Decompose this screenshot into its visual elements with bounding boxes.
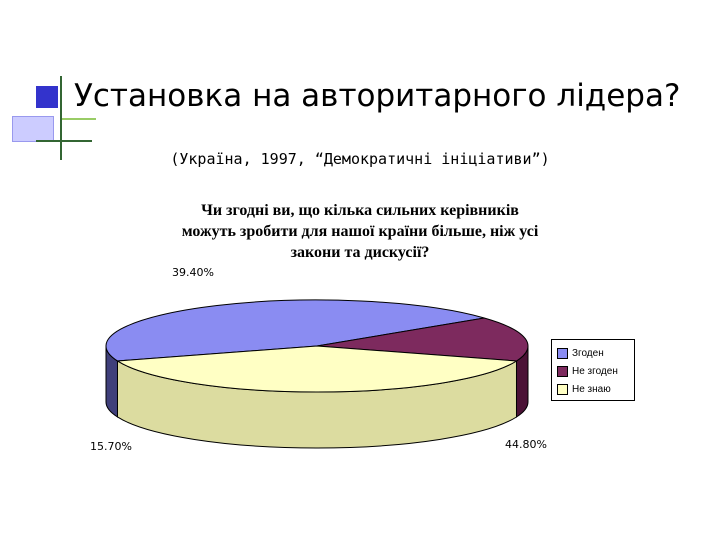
legend-swatch-agree bbox=[557, 347, 568, 359]
chart-title-line-3: закони та дискусії? bbox=[290, 244, 430, 261]
chart-legend: Згоден Не згоден Не знаю bbox=[551, 339, 635, 401]
chart-title: Чи згодні ви, що кілька сильних керівник… bbox=[150, 200, 570, 263]
legend-label-disagree: Не згоден bbox=[572, 365, 618, 377]
legend-item-dontknow: Не знаю bbox=[557, 380, 634, 398]
slide-subtitle: (Україна, 1997, “Демократичні ініціативи… bbox=[170, 150, 550, 168]
value-label-dontknow: 39.40% bbox=[172, 266, 214, 279]
pie-slice-agree bbox=[105, 299, 485, 362]
value-label-disagree: 15.70% bbox=[90, 440, 132, 453]
legend-item-agree: Згоден bbox=[557, 344, 634, 362]
legend-swatch-disagree bbox=[557, 365, 568, 377]
legend-swatch-dontknow bbox=[557, 383, 568, 395]
chart-title-line-1: Чи згодні ви, що кілька сильних керівник… bbox=[201, 202, 519, 219]
legend-item-disagree: Не згоден bbox=[557, 362, 634, 380]
legend-label-dontknow: Не знаю bbox=[572, 383, 611, 395]
pie-tops bbox=[105, 299, 529, 393]
slide-title: Установка на авторитарного лідера? bbox=[74, 78, 681, 114]
pie-slice-dontknow bbox=[115, 345, 519, 393]
pie-slice-disagree bbox=[316, 317, 529, 362]
chart-title-line-2: можуть зробити для нашої країни більше, … bbox=[181, 223, 539, 240]
legend-label-agree: Згоден bbox=[572, 347, 604, 359]
value-label-agree: 44.80% bbox=[505, 438, 547, 451]
